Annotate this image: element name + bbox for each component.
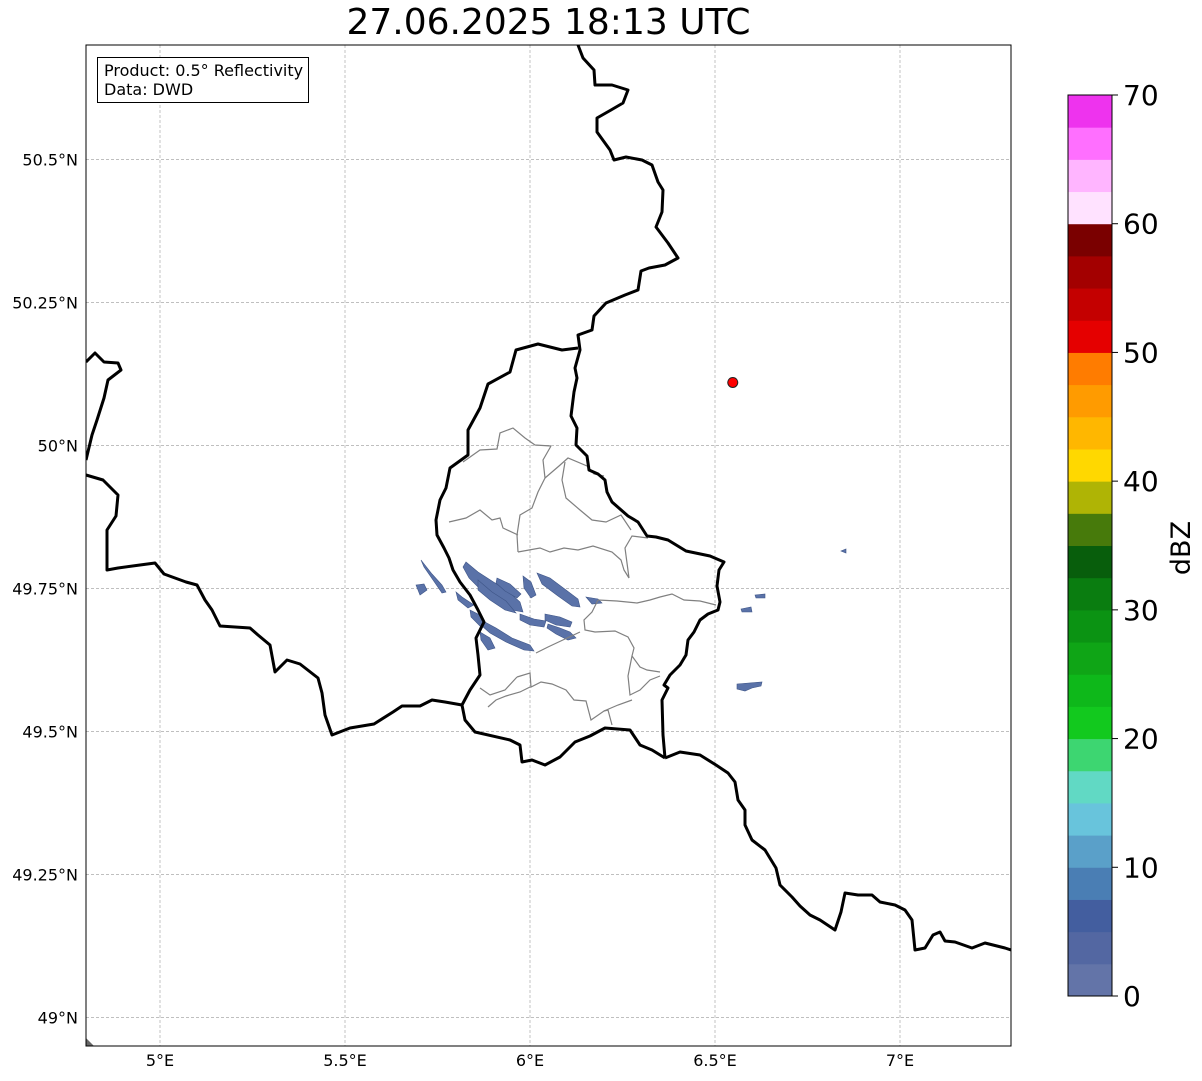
colorbar-tick-label: 40 — [1123, 465, 1159, 498]
lon-tick-label: 5°E — [146, 1051, 174, 1070]
border-france-belgium — [86, 473, 463, 737]
colorbar-segment — [1068, 191, 1112, 225]
echo-cell — [754, 593, 766, 599]
echo-cell — [519, 613, 547, 628]
colorbar-segment — [1068, 770, 1112, 804]
data-source-label: Data: DWD — [104, 80, 194, 99]
colorbar-segment — [1068, 738, 1112, 772]
colorbar-tick-label: 20 — [1123, 723, 1159, 756]
radar-site-marker — [727, 376, 739, 388]
echo-cell — [477, 579, 517, 614]
internal-borders — [448, 427, 717, 726]
info-box: Product: 0.5° Reflectivity Data: DWD — [97, 57, 310, 103]
colorbar-segment — [1068, 127, 1112, 160]
echo-cell — [522, 575, 537, 599]
colorbar-segment — [1068, 963, 1112, 997]
colorbar-segment — [1068, 159, 1112, 193]
echo-cell — [462, 561, 524, 613]
colorbar-segment — [1068, 513, 1112, 546]
colorbar-segment — [1068, 352, 1112, 386]
lon-tick-label: 6°E — [516, 1051, 544, 1070]
lon-tick-label: 7°E — [886, 1051, 914, 1070]
echo-cell — [415, 583, 428, 596]
reflectivity-echoes — [415, 548, 847, 692]
colorbar-tick-label: 10 — [1123, 851, 1159, 884]
colorbar-frame — [1067, 94, 1113, 997]
colorbar-segment — [1068, 320, 1112, 353]
colorbar-tick-label: 0 — [1123, 980, 1141, 1013]
colorbar-segment — [1068, 545, 1112, 579]
lat-tick-label: 50°N — [38, 436, 78, 455]
border-france-germany — [664, 750, 1011, 952]
map-frame — [85, 44, 1012, 1047]
product-label: Product: 0.5° Reflectivity — [104, 61, 304, 80]
colorbar-segment — [1068, 899, 1112, 933]
colorbar-tick-labels: 0 10 20 30 40 50 60 70 — [1112, 79, 1159, 1013]
echo-cell — [536, 572, 581, 608]
colorbar-segment — [1068, 384, 1112, 418]
colorbar-segment — [1068, 674, 1112, 707]
colorbar-tick-label: 50 — [1123, 336, 1159, 369]
echo-cell — [495, 577, 522, 599]
border-belgium-netherlands — [86, 351, 123, 461]
lat-tick-label: 49.5°N — [22, 722, 78, 741]
colorbar-tick-label: 30 — [1123, 594, 1159, 627]
country-borders — [86, 45, 1011, 952]
colorbar-tick-label: 70 — [1123, 79, 1159, 112]
colorbar-segment — [1068, 835, 1112, 868]
lat-tick-label: 49°N — [38, 1008, 78, 1027]
colorbar-segment — [1068, 802, 1112, 836]
colorbar-segment — [1068, 481, 1112, 514]
colorbar-segment — [1068, 416, 1112, 450]
longitude-labels: 5°E 5.5°E 6°E 6.5°E 7°E — [146, 1051, 914, 1070]
colorbar-segment — [1068, 288, 1112, 321]
echo-cell — [585, 596, 603, 605]
echo-cell — [420, 559, 447, 594]
colorbar-tick-label: 60 — [1123, 208, 1159, 241]
colorbar-segment — [1068, 255, 1112, 289]
lat-tick-label: 49.25°N — [12, 865, 78, 884]
echo-cell — [736, 681, 763, 692]
latitude-labels: 49°N 49.25°N 49.5°N 49.75°N 50°N 50.25°N 50.5°… — [12, 150, 78, 1027]
echo-cell — [481, 620, 535, 652]
border-germany-west — [569, 45, 726, 759]
echo-cell — [546, 623, 577, 641]
echo-cell — [840, 548, 847, 554]
echo-cell — [479, 631, 496, 651]
lat-tick-label: 49.75°N — [12, 579, 78, 598]
colorbar-segment — [1068, 931, 1112, 965]
lat-tick-label: 50.5°N — [22, 150, 78, 169]
colorbar-label: dBZ — [1166, 521, 1197, 575]
lon-tick-label: 5.5°E — [323, 1051, 367, 1070]
lat-tick-label: 50.25°N — [12, 293, 78, 312]
echo-cell — [455, 591, 475, 609]
colorbar-segment — [1068, 706, 1112, 740]
colorbar-segment — [1068, 448, 1112, 482]
colorbar-segment — [1068, 223, 1112, 257]
colorbar — [1067, 94, 1113, 997]
echo-cell — [544, 613, 573, 628]
colorbar-segment — [1068, 609, 1112, 643]
map-corner-mark — [86, 1038, 94, 1046]
colorbar-segment — [1068, 95, 1112, 128]
map-title: 27.06.2025 18:13 UTC — [346, 2, 751, 43]
echo-cell — [740, 606, 753, 613]
lon-tick-label: 6.5°E — [693, 1051, 737, 1070]
colorbar-segment — [1068, 867, 1112, 900]
border-luxembourg-west — [434, 342, 666, 767]
colorbar-segment — [1068, 642, 1112, 675]
colorbar-segment — [1068, 577, 1112, 611]
